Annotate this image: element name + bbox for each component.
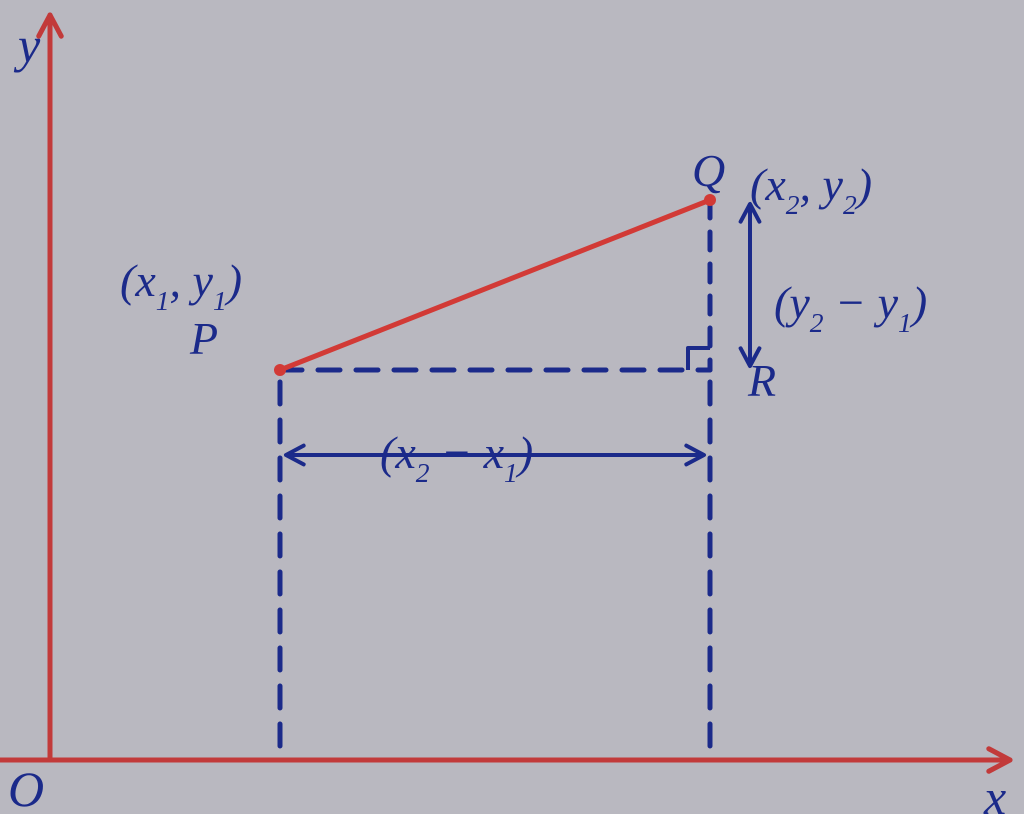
x-axis-label: x <box>984 772 1006 814</box>
point-p-label: P <box>190 316 218 362</box>
axes <box>0 15 1010 771</box>
point-q-label: Q <box>692 148 725 194</box>
right-angle-marker <box>688 348 710 370</box>
segment-pq <box>280 200 710 370</box>
vertical-dimension <box>741 204 760 366</box>
distance-diagram <box>0 0 1024 814</box>
point-q-coord: (x2, y2) <box>750 162 872 215</box>
y-axis-label: y <box>18 20 40 70</box>
point-p-coord: (x1, y1) <box>120 258 242 311</box>
point-p <box>274 364 286 376</box>
horizontal-dimension-label: (x2 − x1) <box>380 430 533 483</box>
vertical-dimension-label: (y2 − y1) <box>774 280 927 333</box>
origin-label: O <box>8 764 44 814</box>
point-r-label: R <box>748 358 776 404</box>
